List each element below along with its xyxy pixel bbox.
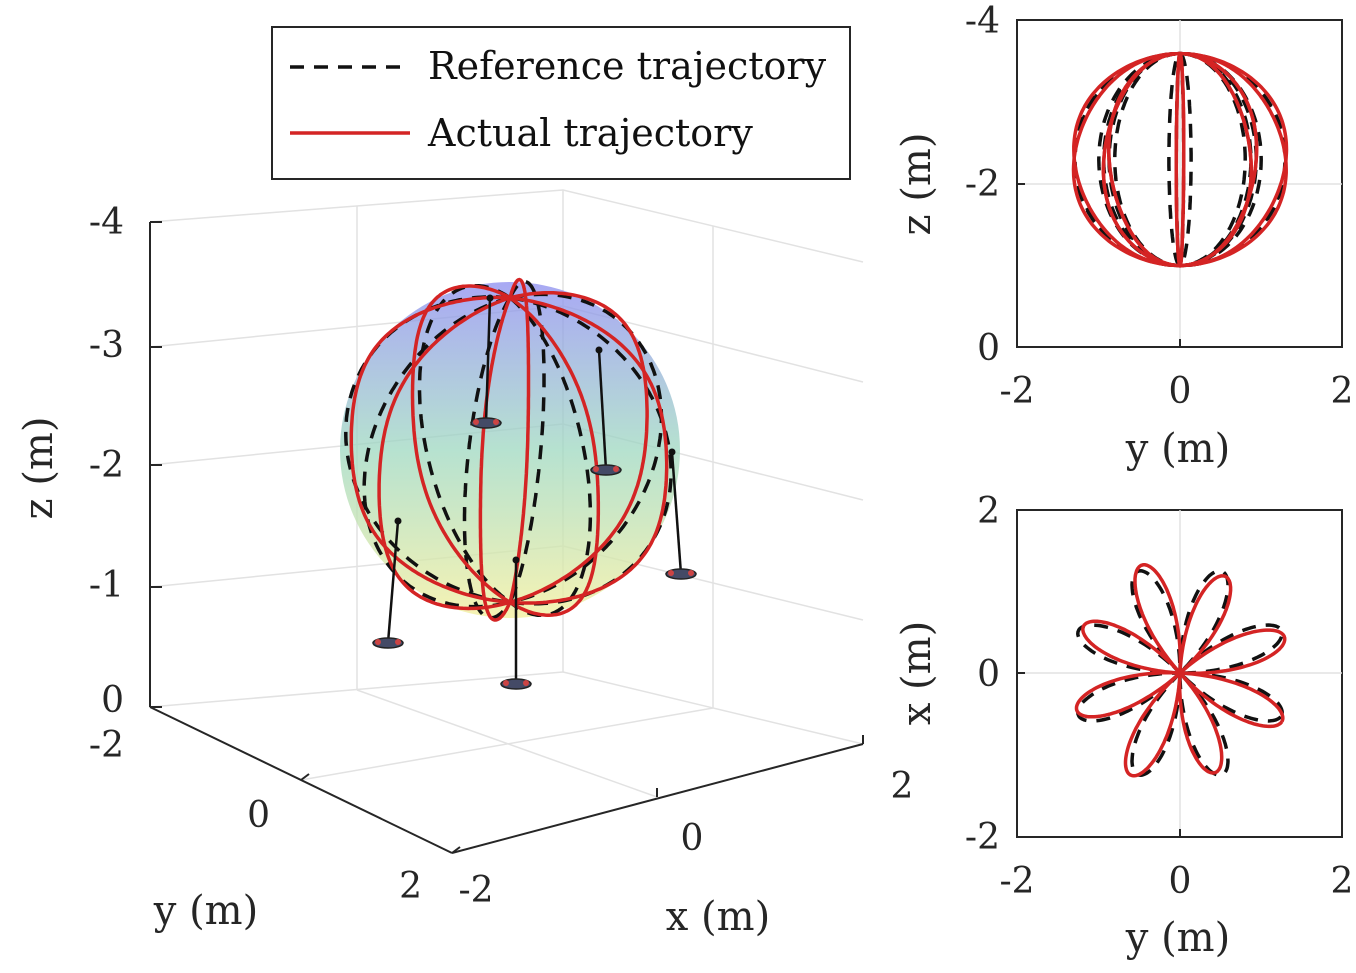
y-tick-label: 0 <box>1169 371 1192 412</box>
y-tick-label: 0 <box>1169 861 1192 902</box>
y-axis-label: y (m) <box>1125 915 1230 961</box>
quadrotors <box>372 294 697 690</box>
legend-box <box>271 26 851 180</box>
actual-trajectory-3d <box>410 284 511 604</box>
rotor-icon <box>375 639 381 645</box>
tether-line <box>484 297 492 424</box>
trajectories-yz <box>1071 51 1289 268</box>
z-tick-label: -4 <box>965 1 1000 42</box>
y-tick-label: 0 <box>247 795 270 836</box>
legend-reference-label: Reference trajectory <box>428 44 827 88</box>
actual-trajectory-3d <box>509 291 649 604</box>
z-tick-label: -4 <box>89 202 124 243</box>
actual-trajectory-3d <box>508 296 601 617</box>
reference-trajectory-yx <box>1076 569 1284 777</box>
panel-yz: -4 -2 0 -2 0 2 z (m) y (m) <box>894 1 1353 472</box>
x-tick-label: -2 <box>458 870 493 911</box>
y-tick-label: 2 <box>399 866 422 907</box>
reference-sphere <box>340 282 680 618</box>
actual-trajectory-3d <box>509 296 669 605</box>
actual-trajectory-3d <box>508 277 531 603</box>
actual-trajectory-yx <box>1074 563 1287 778</box>
reference-trajectory-yz <box>1073 51 1287 268</box>
tether-line <box>670 451 683 575</box>
z-tick-label: -1 <box>89 565 124 606</box>
rotor-icon <box>493 419 499 425</box>
rotor-icon <box>473 419 479 425</box>
rotor-icon <box>593 466 599 472</box>
tether-anchor <box>595 346 603 354</box>
z-tick-label: -3 <box>89 325 124 366</box>
reference-trajectory-3d <box>508 279 546 603</box>
x-tick-label: 2 <box>977 491 1000 532</box>
reference-trajectory-yz <box>1167 51 1193 268</box>
reference-trajectory-3d <box>362 296 511 609</box>
tether-line <box>597 349 608 471</box>
x-tick-label: 0 <box>977 654 1000 695</box>
x-tick-label: -2 <box>965 817 1000 858</box>
actual-trajectory-3d <box>478 297 512 622</box>
y-tick-label: -2 <box>89 725 124 766</box>
x-axis-label: x (m) <box>666 894 770 940</box>
legend-actual-label: Actual trajectory <box>427 111 753 155</box>
z-axis-label: z (m) <box>894 133 940 236</box>
z-tick-label: -2 <box>89 445 124 486</box>
y-tick-label: -2 <box>999 861 1034 902</box>
rotor-icon <box>613 466 619 472</box>
y-tick-label: 2 <box>1331 371 1354 412</box>
legend: Reference trajectory Actual trajectory <box>271 26 851 180</box>
trajectories-yx <box>1074 563 1287 778</box>
z-axis-label: z (m) <box>16 417 62 520</box>
tether-anchor <box>394 517 402 525</box>
z-tick-label: 0 <box>101 680 124 721</box>
rotor-icon <box>523 680 529 686</box>
x-tick-label: 2 <box>891 766 914 807</box>
tether-anchor <box>668 448 676 456</box>
rotor-icon <box>395 639 401 645</box>
rotor-icon <box>668 570 674 576</box>
tether-line <box>386 520 400 644</box>
y-axis-label: y (m) <box>153 888 258 934</box>
z-tick-label: -2 <box>965 164 1000 205</box>
reference-trajectory-yz <box>1072 51 1288 268</box>
rotor-icon <box>503 680 509 686</box>
actual-trajectory-3d <box>377 296 511 611</box>
y-axis-label: y (m) <box>1125 426 1230 472</box>
actual-trajectory-3d <box>349 295 511 604</box>
x-axis-label: x (m) <box>894 621 940 725</box>
tether-anchor <box>486 294 494 302</box>
panel-3d-ticks <box>150 221 864 854</box>
rotor-icon <box>688 570 694 576</box>
y-tick-label: -2 <box>999 371 1034 412</box>
z-tick-label: 0 <box>977 328 1000 369</box>
panel-yx: 2 0 -2 -2 0 2 x (m) y (m) <box>894 491 1353 961</box>
x-tick-label: 0 <box>681 818 704 859</box>
tether-anchor <box>512 556 520 564</box>
x-axis-line <box>451 743 864 854</box>
y-tick-label: 2 <box>1331 861 1354 902</box>
panel-3d: -4 -3 -2 -1 0 -2 0 2 -2 0 2 z (m) y (m) … <box>16 189 914 940</box>
actual-trajectory-yz <box>1107 51 1253 268</box>
trajectories-3d <box>344 277 673 622</box>
